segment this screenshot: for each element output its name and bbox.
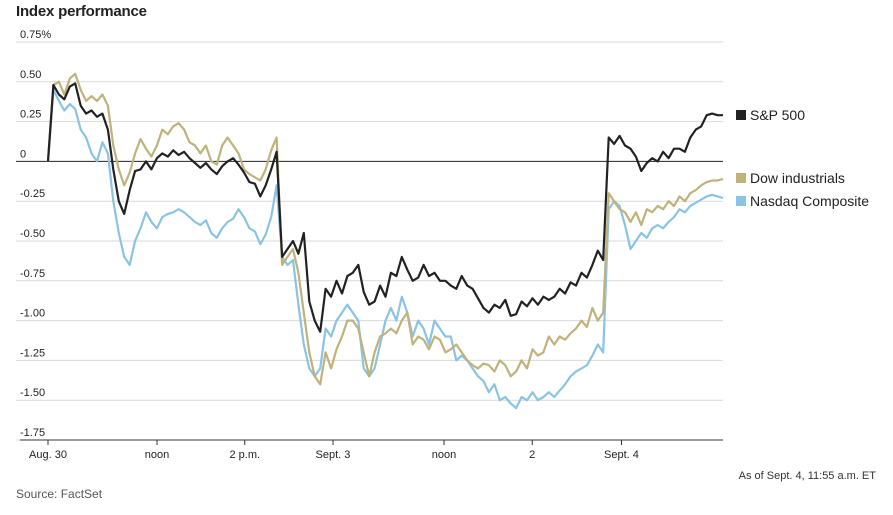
legend: S&P 500 Dow industrials Nasdaq Composite	[736, 107, 869, 209]
source-note: Source: FactSet	[16, 487, 103, 501]
y-tick-label: 0	[20, 148, 26, 160]
timestamp-note: As of Sept. 4, 11:55 a.m. ET	[738, 470, 876, 482]
x-tick-label: noon	[145, 449, 169, 461]
x-tick-label: 2	[529, 449, 535, 461]
y-tick-label: -0.50	[20, 228, 45, 240]
x-tick-label: noon	[432, 449, 456, 461]
legend-swatch	[736, 196, 746, 206]
y-tick-label: -1.75	[20, 427, 45, 439]
y-tick-label: -0.25	[20, 188, 45, 200]
x-tick-label: Sept. 4	[604, 449, 639, 461]
series-line-0	[46, 82, 723, 333]
legend-label: S&P 500	[750, 107, 805, 123]
y-tick-label: -0.75	[20, 268, 45, 280]
x-axis: Aug. 30 noon 2 p.m. Sept. 3 noon 2 Sept. 4	[20, 439, 723, 461]
x-tick-label: Aug. 30	[29, 449, 67, 461]
y-tick-label: -1.50	[20, 387, 45, 399]
x-tick-label: 2 p.m.	[229, 449, 260, 461]
y-tick-label: 0.25	[20, 109, 41, 121]
y-tick-label: 0.50	[20, 69, 41, 81]
series-line-1	[46, 72, 724, 386]
legend-label: Dow industrials	[750, 170, 845, 186]
legend-swatch	[736, 110, 746, 120]
legend-label: Nasdaq Composite	[750, 193, 869, 209]
series-line-2	[46, 88, 724, 410]
series-lines	[46, 72, 724, 410]
legend-swatch	[736, 173, 746, 183]
x-tick-label: Sept. 3	[316, 449, 351, 461]
y-tick-label: -1.00	[20, 308, 45, 320]
grid-lines	[16, 41, 723, 441]
y-tick-label: -1.25	[20, 347, 45, 359]
chart-title: Index performance	[16, 3, 147, 20]
y-axis-ticks: 0.75% 0.50 0.25 0 -0.25 -0.50 -0.75 -1.00 -1.25 -…	[20, 29, 51, 439]
y-tick-label: 0.75%	[20, 29, 51, 41]
